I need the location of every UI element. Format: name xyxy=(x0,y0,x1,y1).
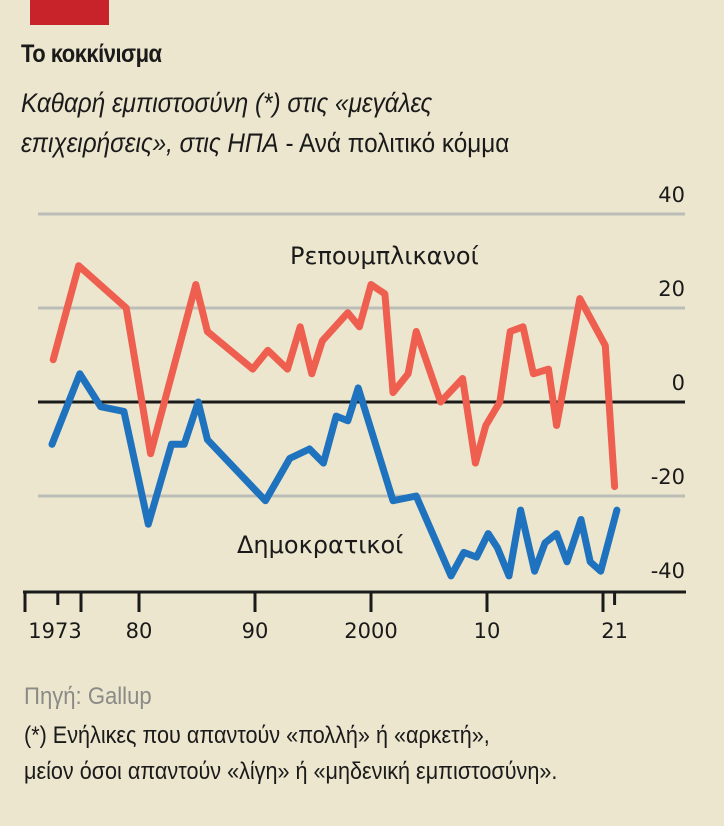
x-tick-label-2010: 10 xyxy=(474,619,501,643)
x-tick-label-1980: 80 xyxy=(126,619,153,643)
footnote: (*) Ενήλικες που απαντούν «πολλή» ή «αρκ… xyxy=(24,718,708,790)
x-tick-label-2000: 2000 xyxy=(344,619,397,643)
footnote-line-1: (*) Ενήλικες που απαντούν «πολλή» ή «αρκ… xyxy=(24,722,490,749)
source-text: Πηγή: Gallup xyxy=(24,683,152,710)
label-democrats: Δημοκρατικοί xyxy=(237,531,403,559)
x-tick-labels: 1973 80 90 2000 10 21 xyxy=(28,619,628,643)
subtitle-party: - Ανά πολιτικό κόμμα xyxy=(278,128,510,158)
chart-subtitle: Καθαρή εμπιστοσύνη (*) στις «μεγάλες επι… xyxy=(21,83,651,163)
x-tick-label-1990: 90 xyxy=(242,619,269,643)
x-axis xyxy=(23,590,686,612)
chart-title: Το κοκκίνισμα xyxy=(21,40,162,68)
y-tick-label-0: 0 xyxy=(672,371,685,395)
series-lines xyxy=(48,262,621,580)
label-republicans: Ρεπουμπλικανοί xyxy=(290,242,479,270)
y-tick-label-40: 40 xyxy=(658,183,685,207)
x-tick-label-2021: 21 xyxy=(601,619,628,643)
x-tick-label-1973: 1973 xyxy=(28,619,81,643)
brand-bar xyxy=(30,0,109,25)
footnote-line-2: μείον όσοι απαντούν «λίγη» ή «μηδενική ε… xyxy=(24,758,558,785)
y-tick-label-20: 20 xyxy=(658,277,685,301)
series-line-democrats xyxy=(48,370,621,580)
y-tick-label--40: -40 xyxy=(651,559,685,583)
series-line-republicans xyxy=(49,262,619,491)
y-tick-labels: 40 20 0 -20 -40 xyxy=(651,183,685,583)
y-tick-label--20: -20 xyxy=(651,465,685,489)
subtitle-line-1: Καθαρή εμπιστοσύνη (*) στις «μεγάλες xyxy=(21,88,433,118)
subtitle-line-2: επιχειρήσεις», στις ΗΠΑ xyxy=(21,128,279,158)
